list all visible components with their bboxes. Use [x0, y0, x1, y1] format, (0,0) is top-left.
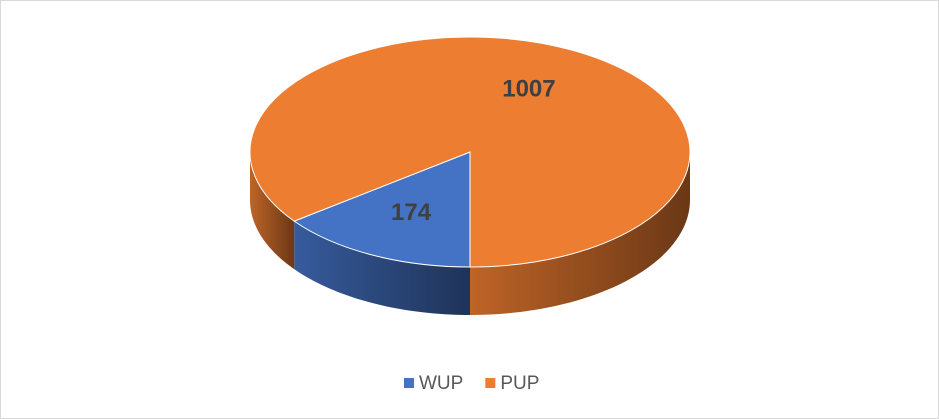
slice-side: [250, 152, 295, 270]
legend-label: PUP: [500, 373, 539, 394]
legend-label: WUP: [419, 373, 463, 394]
data-label: 174: [391, 199, 432, 226]
legend-swatch: [485, 378, 496, 388]
legend-swatch: [404, 378, 414, 388]
data-label: 1007: [502, 76, 555, 103]
slice: [249, 36, 691, 268]
slice: [293, 151, 471, 268]
slice-side: [470, 152, 690, 315]
